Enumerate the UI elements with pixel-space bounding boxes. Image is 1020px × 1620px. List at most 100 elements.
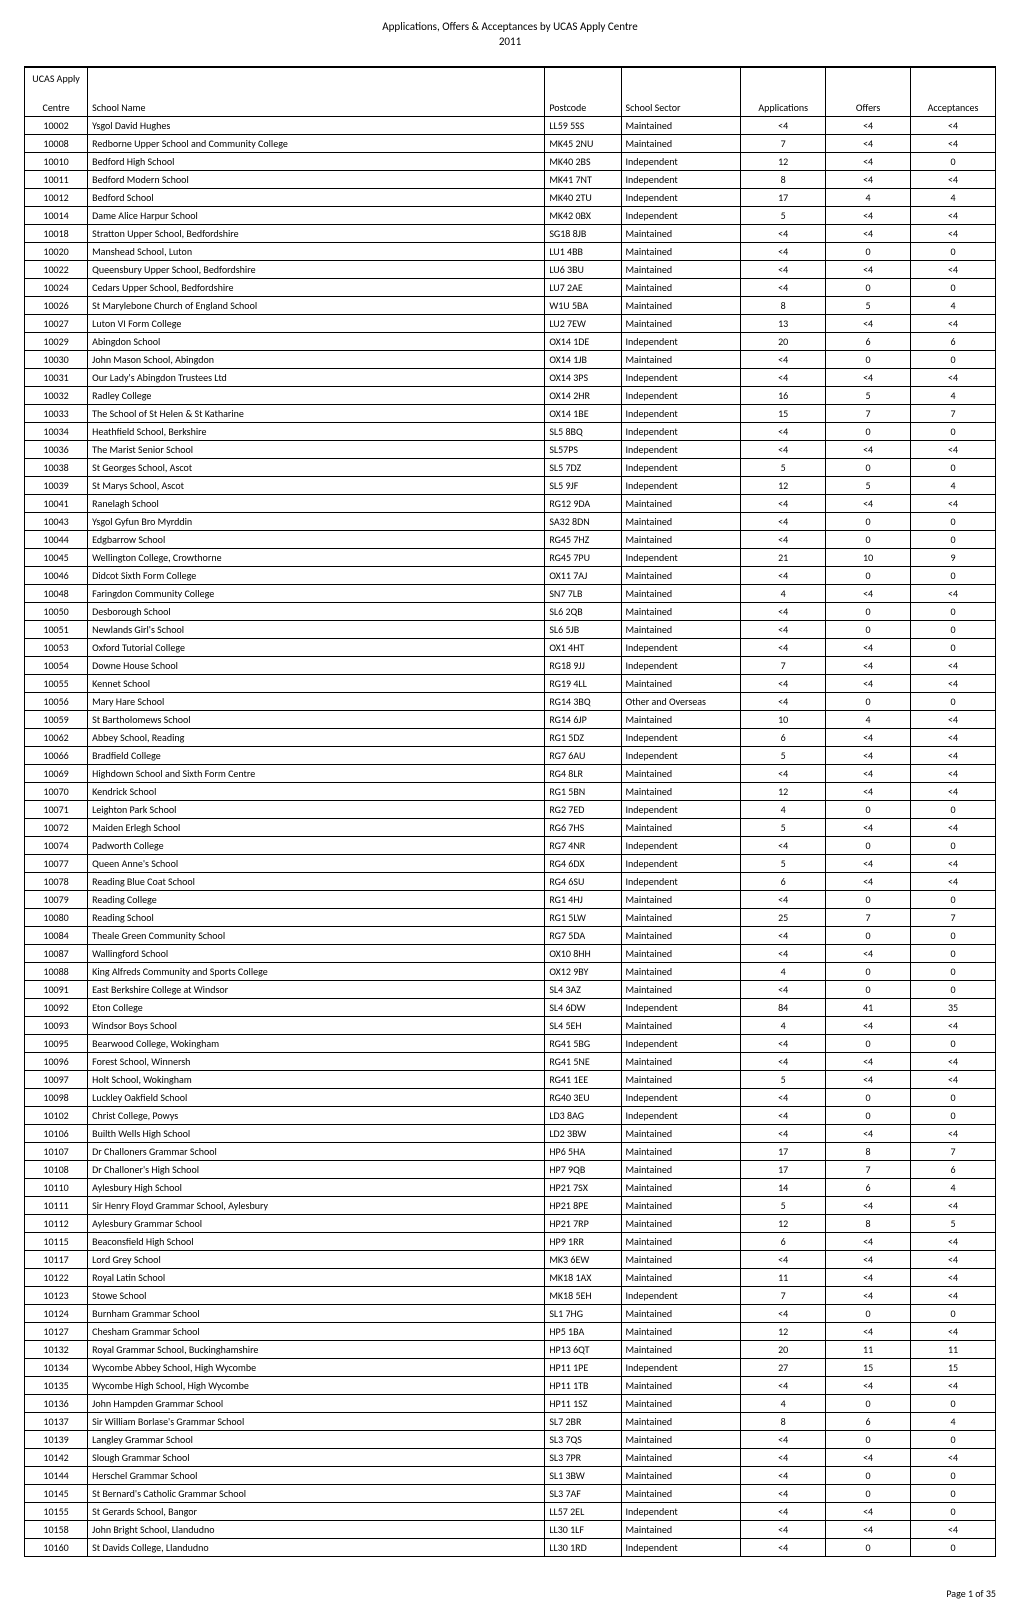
table-cell: 10122 [25, 1269, 88, 1287]
table-cell: <4 [826, 1233, 911, 1251]
table-cell: 0 [911, 531, 996, 549]
table-cell: John Hampden Grammar School [88, 1395, 545, 1413]
table-cell: <4 [741, 1449, 826, 1467]
table-row: 10071Leighton Park SchoolRG2 7EDIndepend… [25, 801, 996, 819]
table-row: 10012Bedford SchoolMK40 2TUIndependent17… [25, 189, 996, 207]
table-cell: Royal Latin School [88, 1269, 545, 1287]
table-cell: 10093 [25, 1017, 88, 1035]
table-cell: Maintained [621, 981, 741, 999]
table-cell: 0 [911, 1467, 996, 1485]
table-cell: <4 [826, 855, 911, 873]
table-cell: <4 [741, 1089, 826, 1107]
table-cell: 0 [826, 531, 911, 549]
table-cell: 10110 [25, 1179, 88, 1197]
table-row: 10056Mary Hare SchoolRG14 3BQOther and O… [25, 693, 996, 711]
table-cell: <4 [826, 765, 911, 783]
table-cell: <4 [826, 1197, 911, 1215]
table-cell: Maintained [621, 279, 741, 297]
table-cell: Maintained [621, 765, 741, 783]
table-cell: RG14 6JP [545, 711, 621, 729]
table-cell: St Marys School, Ascot [88, 477, 545, 495]
table-row: 10112Aylesbury Grammar SchoolHP21 7RPMai… [25, 1215, 996, 1233]
table-cell: 10041 [25, 495, 88, 513]
header-name: School Name [88, 99, 545, 117]
table-cell: 12 [741, 153, 826, 171]
table-cell: HP5 1BA [545, 1323, 621, 1341]
table-cell: Christ College, Powys [88, 1107, 545, 1125]
table-cell: 4 [741, 801, 826, 819]
table-cell: Independent [621, 369, 741, 387]
table-cell: <4 [911, 261, 996, 279]
table-cell: 10 [741, 711, 826, 729]
table-cell: 14 [741, 1179, 826, 1197]
table-cell: <4 [911, 1287, 996, 1305]
table-row: 10095Bearwood College, WokinghamRG41 5BG… [25, 1035, 996, 1053]
table-cell: Maintained [621, 945, 741, 963]
table-cell: Independent [621, 1107, 741, 1125]
table-cell: 41 [826, 999, 911, 1017]
table-cell: RG1 5DZ [545, 729, 621, 747]
table-cell: Padworth College [88, 837, 545, 855]
table-cell: Independent [621, 1287, 741, 1305]
table-cell: <4 [741, 1467, 826, 1485]
table-row: 10011Bedford Modern SchoolMK41 7NTIndepe… [25, 171, 996, 189]
table-cell: 0 [911, 513, 996, 531]
table-row: 10097Holt School, WokinghamRG41 1EEMaint… [25, 1071, 996, 1089]
table-cell: St Marylebone Church of England School [88, 297, 545, 315]
table-cell: SG18 8JB [545, 225, 621, 243]
table-cell: 0 [911, 891, 996, 909]
table-cell: 0 [911, 567, 996, 585]
table-cell: Oxford Tutorial College [88, 639, 545, 657]
table-cell: 10024 [25, 279, 88, 297]
table-cell: <4 [911, 207, 996, 225]
table-cell: <4 [826, 1071, 911, 1089]
table-cell: <4 [911, 1233, 996, 1251]
table-cell: 0 [826, 1305, 911, 1323]
table-cell: HP9 1RR [545, 1233, 621, 1251]
table-cell: LU6 3BU [545, 261, 621, 279]
table-cell: 7 [741, 1287, 826, 1305]
table-cell: 0 [911, 1395, 996, 1413]
table-cell: Kendrick School [88, 783, 545, 801]
table-cell: 0 [826, 1539, 911, 1557]
header-blank [741, 67, 826, 99]
table-cell: RG41 1EE [545, 1071, 621, 1089]
table-cell: 17 [741, 1143, 826, 1161]
table-cell: 6 [741, 873, 826, 891]
table-cell: 10050 [25, 603, 88, 621]
table-cell: <4 [826, 495, 911, 513]
table-cell: Maintained [621, 1125, 741, 1143]
table-cell: Independent [621, 441, 741, 459]
table-cell: RG6 7HS [545, 819, 621, 837]
table-row: 10059St Bartholomews SchoolRG14 6JPMaint… [25, 711, 996, 729]
table-cell: <4 [741, 1251, 826, 1269]
table-cell: <4 [826, 729, 911, 747]
table-cell: <4 [826, 135, 911, 153]
table-row: 10030John Mason School, AbingdonOX14 1JB… [25, 351, 996, 369]
data-table: UCAS Apply Centre School Name Postcode S… [24, 66, 996, 1557]
table-cell: <4 [911, 171, 996, 189]
table-cell: HP11 1PE [545, 1359, 621, 1377]
table-cell: Radley College [88, 387, 545, 405]
table-cell: St Davids College, Llandudno [88, 1539, 545, 1557]
table-row: 10022Queensbury Upper School, Bedfordshi… [25, 261, 996, 279]
table-cell: Leighton Park School [88, 801, 545, 819]
table-row: 10046Didcot Sixth Form CollegeOX11 7AJMa… [25, 567, 996, 585]
table-cell: 25 [741, 909, 826, 927]
table-cell: Independent [621, 873, 741, 891]
table-cell: <4 [826, 117, 911, 135]
table-cell: HP6 5HA [545, 1143, 621, 1161]
header-sector: School Sector [621, 99, 741, 117]
table-cell: 7 [911, 405, 996, 423]
table-cell: 10038 [25, 459, 88, 477]
table-cell: 0 [826, 891, 911, 909]
table-cell: LU7 2AE [545, 279, 621, 297]
table-cell: <4 [826, 1449, 911, 1467]
table-cell: HP11 1TB [545, 1377, 621, 1395]
table-cell: 0 [911, 1539, 996, 1557]
table-cell: 13 [741, 315, 826, 333]
table-cell: Holt School, Wokingham [88, 1071, 545, 1089]
table-cell: <4 [911, 1053, 996, 1071]
table-cell: 10032 [25, 387, 88, 405]
table-cell: 10054 [25, 657, 88, 675]
